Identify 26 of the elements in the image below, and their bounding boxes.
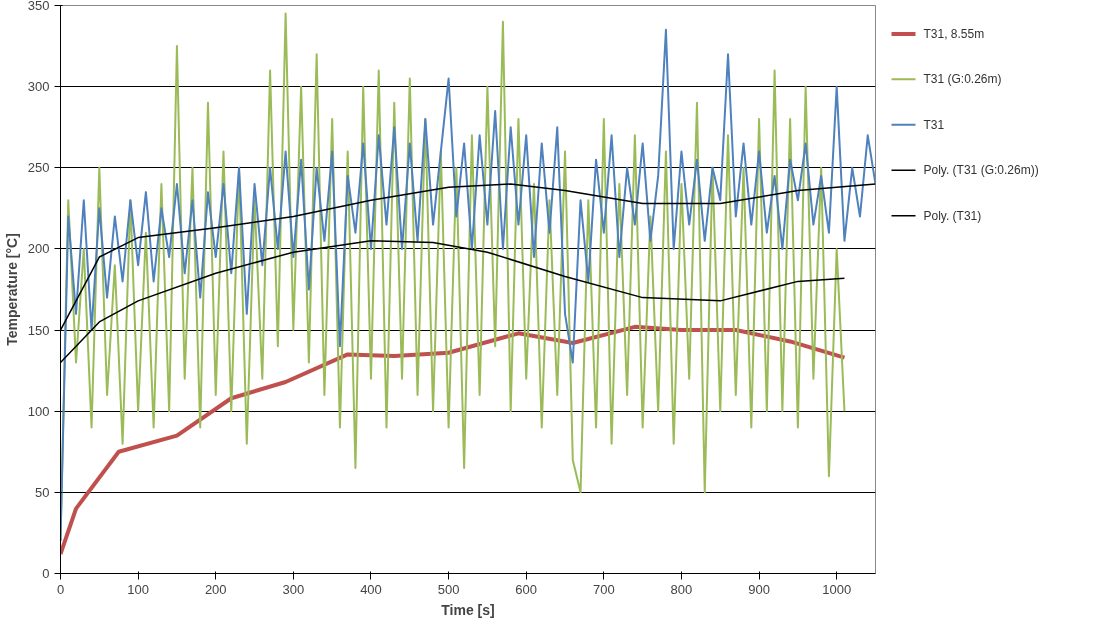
y-tick-label: 350: [27, 0, 50, 13]
legend-label: Poly. (T31 (G:0.26m)): [923, 163, 1039, 178]
x-tick-label: 600: [515, 581, 538, 597]
x-tick-label: 800: [670, 581, 693, 597]
x-tick-label: 500: [437, 581, 460, 597]
x-tick-label: 200: [204, 581, 227, 597]
y-axis-title: Temperature [°C]: [3, 233, 20, 346]
y-tick-label: 200: [27, 241, 50, 257]
y-tick-label: 250: [27, 160, 50, 176]
legend-label: Poly. (T31): [923, 208, 982, 223]
legend-label: T31 (G:0.26m): [923, 72, 1002, 87]
x-tick-label: 1000: [822, 581, 852, 597]
y-tick-label: 100: [27, 403, 50, 419]
x-axis-title: Time [s]: [441, 601, 495, 618]
y-tick-label: 300: [27, 79, 50, 95]
x-tick-label: 900: [748, 581, 770, 597]
y-tick-label: 50: [35, 484, 50, 500]
x-tick-label: 700: [592, 581, 615, 597]
x-tick-label: 100: [127, 581, 149, 597]
x-tick-label: 300: [282, 581, 305, 597]
x-tick-label: 400: [360, 581, 382, 597]
x-tick-label: 0: [56, 581, 65, 597]
y-tick-label: 150: [27, 322, 50, 338]
y-tick-label: 0: [42, 566, 50, 581]
legend-label: T31, 8.55m: [923, 26, 985, 41]
legend-label: T31: [923, 117, 945, 132]
